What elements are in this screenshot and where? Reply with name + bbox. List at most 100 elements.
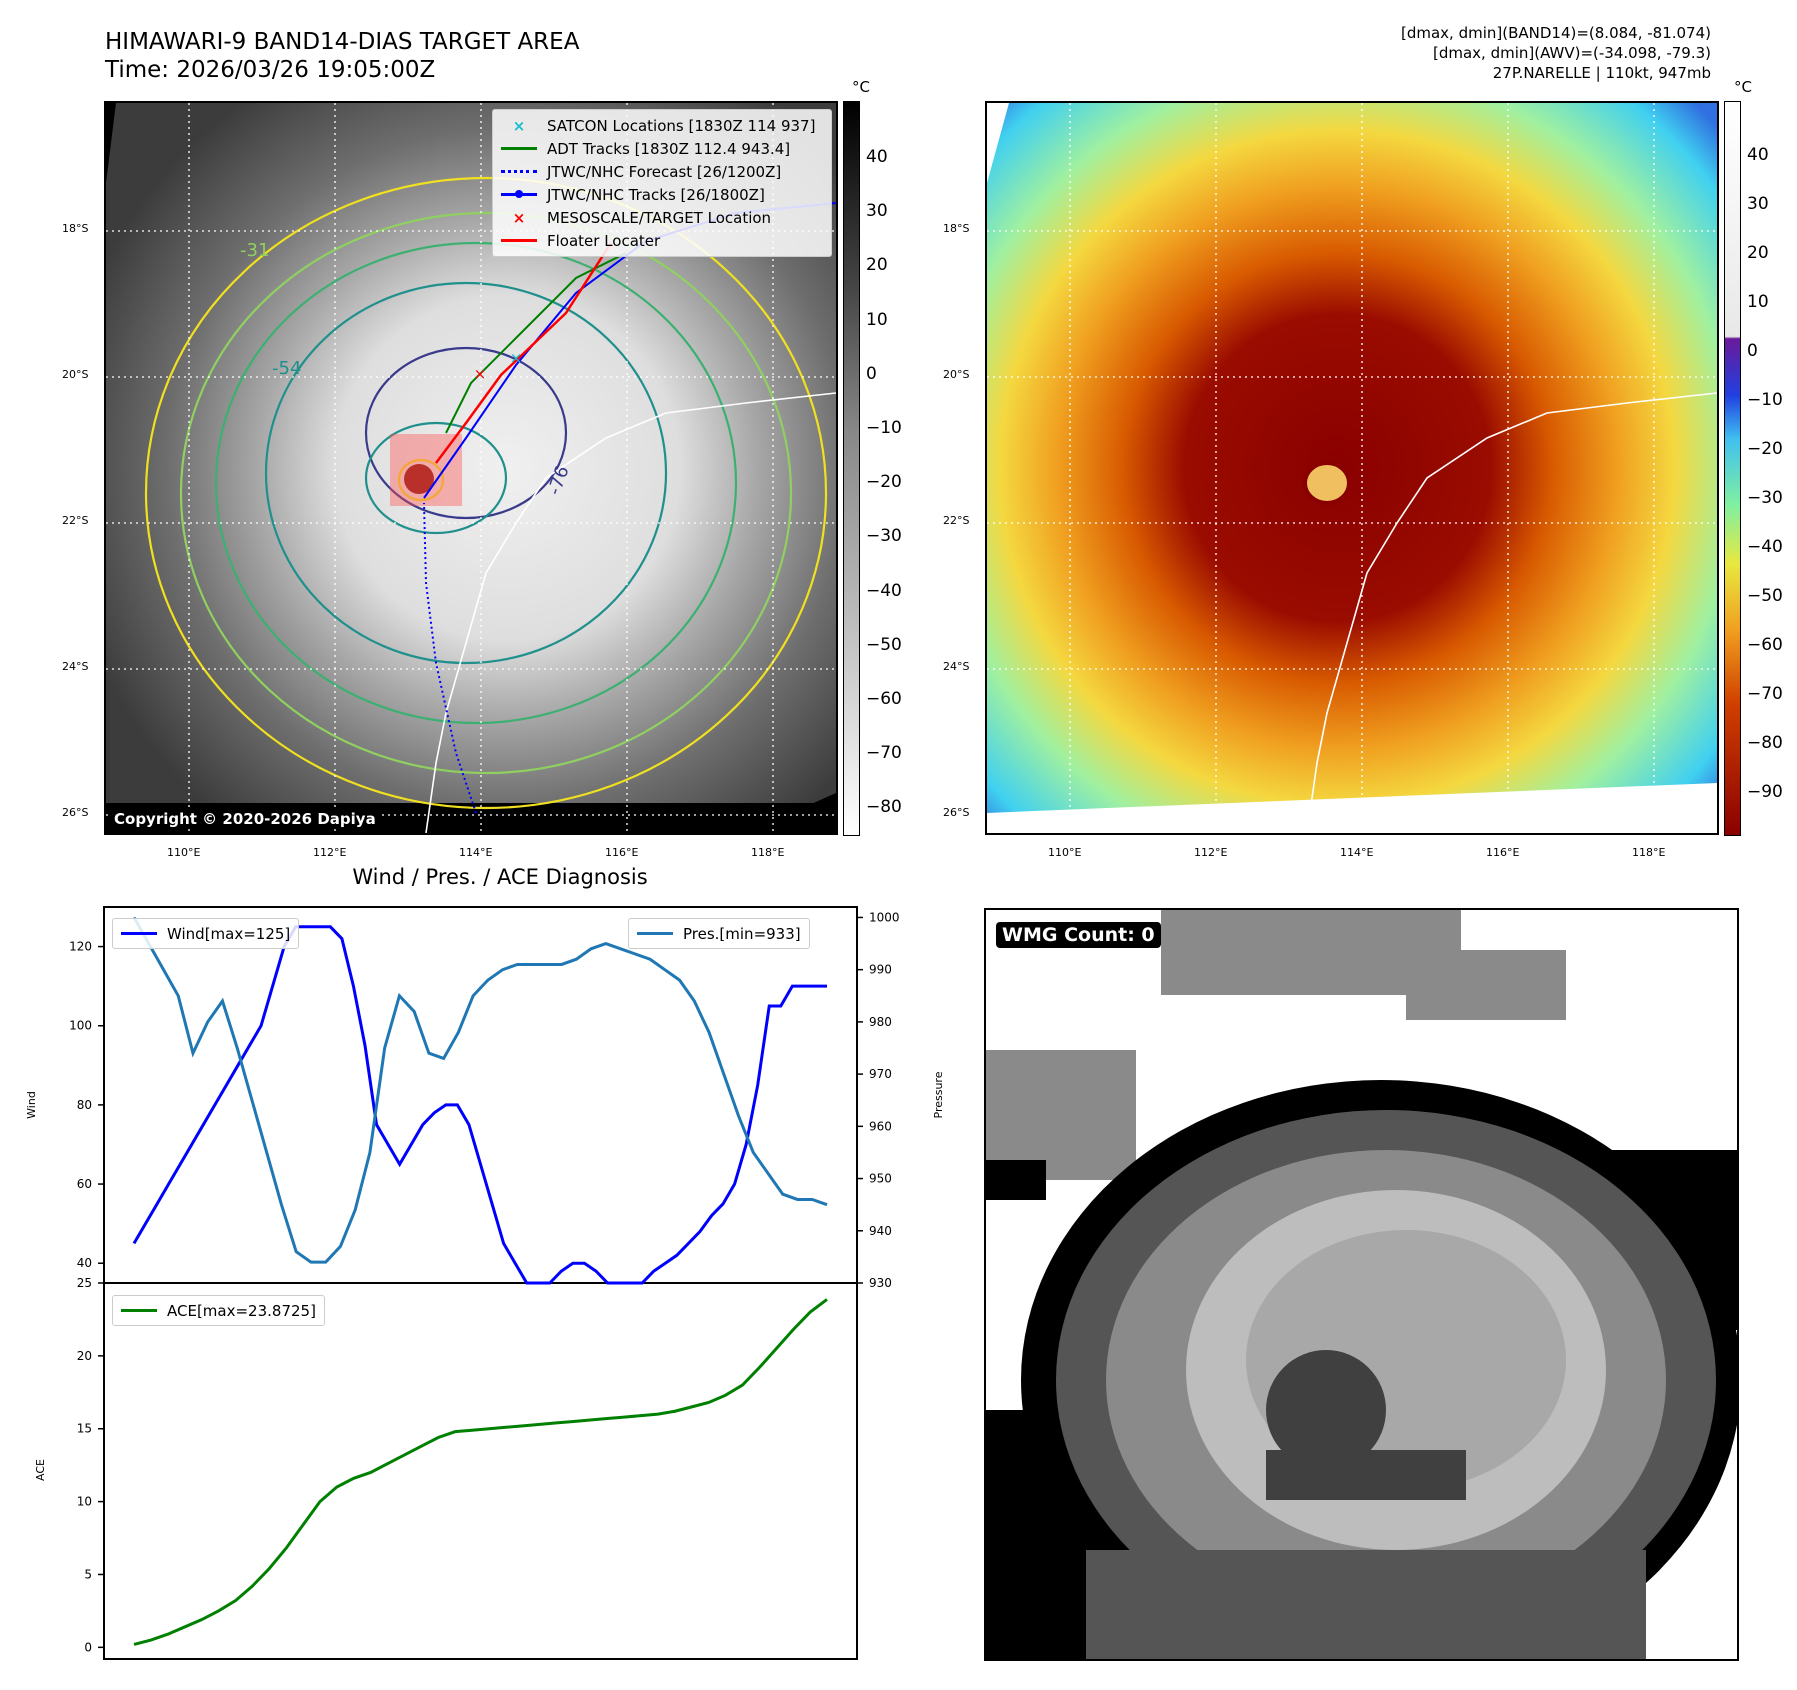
wmg-panel: WMG Count: 0 — [984, 908, 1739, 1661]
lon-label: 112°E — [313, 846, 347, 859]
ace-ytick-label: 20 — [77, 1349, 92, 1363]
ace-frame — [103, 1282, 858, 1660]
colorbar-tick: −30 — [1747, 488, 1783, 508]
line-icon — [501, 239, 537, 242]
ace-axis-label: ACE — [34, 1459, 47, 1481]
awv-map-image — [987, 103, 1717, 833]
colorbar-tick: 30 — [1747, 194, 1769, 214]
info-storm-name: 27P.NARELLE | 110kt, 947mb — [1492, 64, 1711, 82]
lon-label: 114°E — [1340, 846, 1374, 859]
colorbar-tick: −20 — [866, 472, 902, 493]
legend-target: × MESOSCALE/TARGET Location — [493, 206, 831, 229]
awv-map-panel — [985, 101, 1719, 835]
legend-tracks: JTWC/NHC Tracks [26/1800Z] — [493, 183, 831, 206]
colorbar-tick: −40 — [1747, 537, 1783, 557]
lon-label: 110°E — [167, 846, 201, 859]
ace-ytick-label: 10 — [77, 1495, 92, 1509]
lon-label: 118°E — [1632, 846, 1666, 859]
line-icon — [501, 147, 537, 150]
line-icon — [121, 932, 157, 935]
ace-ytick-label: 5 — [84, 1567, 92, 1581]
lat-label: 24°S — [943, 660, 970, 673]
line-icon — [121, 1309, 157, 1312]
pressure-ytick-label: 940 — [869, 1224, 892, 1238]
ace-legend-label: ACE[max=23.8725] — [167, 1301, 316, 1320]
colorbar-tick: −60 — [866, 689, 902, 709]
colorbar-gray-unit: °C — [852, 78, 870, 96]
colorbar-tick: −70 — [866, 743, 902, 764]
copyright-label: Copyright © 2020-2026 Dapiya — [110, 809, 380, 829]
ace-ytick-label: 0 — [84, 1640, 92, 1654]
map-legend: × SATCON Locations [1830Z 114 937] ADT Tr… — [492, 109, 832, 257]
colorbar-tick: −10 — [866, 418, 902, 438]
pressure-axis-label: Pressure — [932, 1071, 945, 1118]
colorbar-tick: −10 — [1747, 390, 1783, 410]
info-band14-range: [dmax, dmin](BAND14)=(8.084, -81.074) — [1400, 24, 1711, 42]
line-icon — [637, 932, 673, 935]
wind-legend-label: Wind[max=125] — [167, 924, 291, 943]
lon-label: 116°E — [1486, 846, 1520, 859]
lat-label: 20°S — [943, 368, 970, 381]
lat-label: 18°S — [943, 222, 970, 235]
legend-floater: Floater Locater — [493, 229, 831, 252]
pressure-series-line — [132, 916, 828, 1264]
colorbar-tick: 20 — [1747, 243, 1769, 263]
lat-label: 24°S — [62, 660, 89, 673]
info-awv-range: [dmax, dmin](AWV)=(-34.098, -79.3) — [1432, 44, 1711, 62]
colorbar-tick: 20 — [866, 255, 888, 276]
colorbar-tick: −20 — [1747, 439, 1783, 459]
lat-label: 20°S — [62, 368, 89, 381]
pressure-ytick-label: 950 — [869, 1172, 892, 1186]
colorbar-tick: −80 — [1747, 733, 1783, 753]
colorbar-tick: 40 — [1747, 145, 1769, 165]
wind-legend: Wind[max=125] — [112, 918, 300, 949]
colorbar-gray — [843, 101, 860, 836]
contour-label: -54 — [272, 358, 302, 379]
pressure-ytick-label: 980 — [869, 1015, 892, 1029]
ir-map-panel: × × Copyright © 2020-2026 Dapiya × SATCON… — [104, 101, 838, 835]
figure-time: Time: 2026/03/26 19:05:00Z — [105, 57, 436, 83]
colorbar-tick: −40 — [866, 580, 902, 601]
colorbar-tick: −70 — [1747, 684, 1783, 704]
wmg-image — [986, 910, 1737, 1659]
colorbar-awv-ticks: 40 30 20 10 0 −10 −20 −30 −40 −50 −60 −70 −80 −90 — [1747, 101, 1797, 834]
wind-series-line — [132, 925, 827, 1285]
wind-ytick-label: 40 — [77, 1256, 92, 1270]
wind-axis-label: Wind — [25, 1091, 38, 1119]
svg-text:×: × — [510, 349, 523, 367]
pressure-ytick-label: 930 — [869, 1276, 892, 1290]
x-marker-icon: × — [512, 208, 526, 227]
lat-label: 22°S — [943, 514, 970, 527]
lon-label: 116°E — [605, 846, 639, 859]
colorbar-tick: −30 — [866, 526, 902, 547]
colorbar-awv — [1724, 101, 1741, 836]
colorbar-tick: 30 — [866, 201, 888, 222]
line-marker-icon — [501, 190, 537, 198]
figure-title: HIMAWARI-9 BAND14-DIAS TARGET AREA — [105, 29, 580, 55]
wind-pressure-frame — [103, 906, 858, 1284]
ace-series-line — [133, 1298, 828, 1646]
wind-ytick-label: 80 — [77, 1098, 92, 1112]
colorbar-tick: 10 — [866, 309, 888, 330]
legend-satcon: × SATCON Locations [1830Z 114 937] — [493, 114, 831, 137]
wind-ytick-label: 100 — [69, 1019, 92, 1033]
diagnosis-chart: 40 60 80 100 120 930 940 950 960 970 980 990 1000 0 5 1… — [25, 906, 945, 1660]
ace-legend: ACE[max=23.8725] — [112, 1295, 325, 1326]
svg-text:×: × — [474, 365, 487, 383]
lon-label: 114°E — [459, 846, 493, 859]
lat-label: 26°S — [943, 806, 970, 819]
pressure-ytick-label: 990 — [869, 963, 892, 977]
colorbar-gray-ticks: 40 30 20 10 0 −10 −20 −30 −40 −50 −60 −70 −80 — [866, 101, 926, 834]
lat-label: 18°S — [62, 222, 89, 235]
wind-ytick-label: 60 — [77, 1177, 92, 1191]
wmg-count-label: WMG Count: 0 — [996, 922, 1161, 948]
pressure-legend: Pres.[min=933] — [628, 918, 810, 949]
wind-ytick-label: 120 — [69, 940, 92, 954]
pressure-legend-label: Pres.[min=933] — [683, 924, 801, 943]
legend-adt: ADT Tracks [1830Z 112.4 943.4] — [493, 137, 831, 160]
colorbar-tick: −50 — [866, 634, 902, 655]
lon-label: 110°E — [1048, 846, 1082, 859]
lon-label: 112°E — [1194, 846, 1228, 859]
ace-ytick-label: 15 — [77, 1422, 92, 1436]
lat-label: 26°S — [62, 806, 89, 819]
